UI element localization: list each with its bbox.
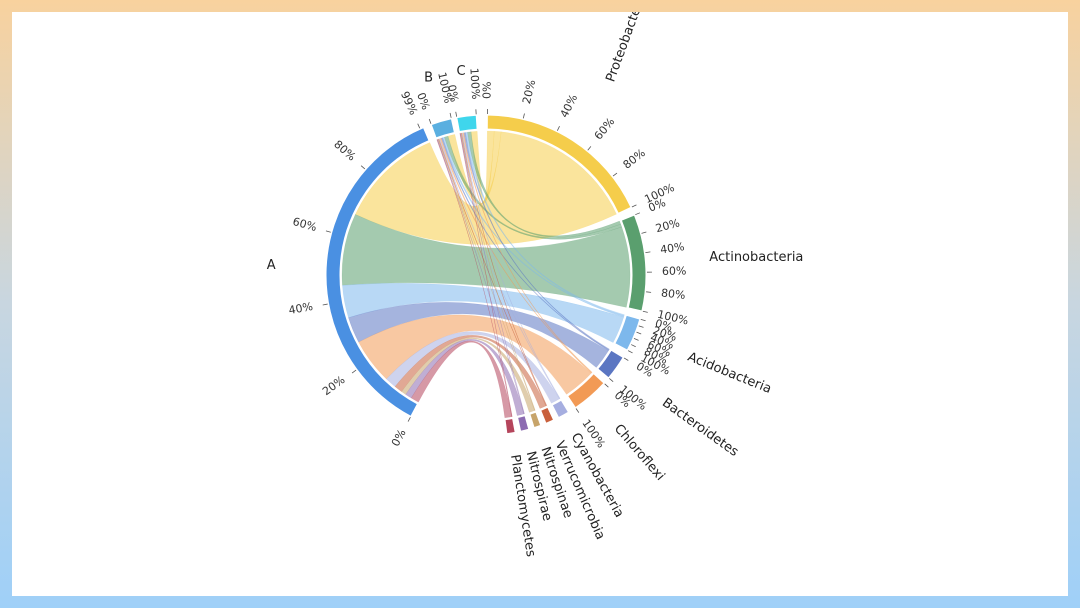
tick-label-actinobacteria-0: 0% — [647, 196, 668, 215]
arc-b — [430, 118, 455, 139]
chord-diagram: 0%20%40%60%80%99%0% 100%0% 100%0% 20%40%60%… — [267, 12, 804, 558]
tick-proteobacteria-1 — [522, 113, 525, 119]
tick-label-c-1: 100% — [467, 68, 482, 100]
tick-b-1 — [449, 112, 452, 118]
group-label-bacteroidetes: Bacteroidetes — [659, 395, 741, 460]
tick-proteobacteria-5 — [631, 204, 637, 208]
arc-acidobacteria — [614, 314, 641, 351]
ribbons-layer — [341, 130, 631, 419]
tick-label-actinobacteria-4: 80% — [660, 286, 686, 301]
arc-bacteroidetes — [597, 349, 624, 379]
tick-a-3 — [325, 230, 331, 233]
tick-acidobacteria-2 — [636, 331, 642, 335]
arcs-layer — [325, 114, 647, 435]
arc-chloroflexi — [566, 372, 605, 409]
tick-acidobacteria-1 — [638, 325, 644, 328]
tick-acidobacteria-0 — [640, 318, 646, 322]
tick-acidobacteria-4 — [631, 344, 636, 348]
ribbon-c-nitrospinae — [460, 132, 536, 411]
ribbon-c-nitrospirae — [459, 132, 525, 415]
arc-proteobacteria — [486, 114, 632, 214]
ribbon-a-actinobacteria — [341, 214, 631, 308]
group-label-a: A — [267, 258, 276, 273]
tick-label-a-3: 60% — [291, 215, 318, 234]
arc-actinobacteria — [620, 214, 647, 312]
group-label-proteobacteria: Proteobacteria — [603, 12, 650, 84]
tick-label-b-0: 0% — [414, 91, 432, 112]
arc-verrucomicrobia — [540, 406, 555, 425]
ribbon-c-verrucomicrobia — [460, 132, 548, 407]
group-label-c: C — [456, 64, 465, 79]
tick-label-actinobacteria-2: 40% — [659, 240, 685, 256]
ribbon-c-actinobacteria — [467, 131, 622, 238]
tick-chloroflexi-0 — [604, 383, 609, 388]
tick-proteobacteria-2 — [556, 126, 560, 131]
tick-proteobacteria-3 — [587, 146, 592, 151]
tick-actinobacteria-5 — [642, 310, 648, 313]
tick-label-a-2: 40% — [288, 300, 314, 317]
chart-canvas: 0% 20% 40% 60% 80% 99% 0% 100% 0% 100% 0% 20% 40% 60%… — [12, 12, 1068, 596]
arc-planctomycetes — [504, 417, 516, 435]
tick-label-proteobacteria-1: 20% — [520, 78, 538, 105]
tick-b-0 — [428, 118, 432, 124]
tick-label-proteobacteria-0: 0% — [481, 82, 494, 100]
tick-actinobacteria-2 — [645, 251, 651, 253]
tick-label-acidobacteria-0: 0% — [654, 317, 674, 334]
ribbon-c-planctomycetes — [459, 133, 513, 417]
tick-label-actinobacteria-1: 20% — [654, 216, 681, 235]
ribbon-c-chloroflexi — [462, 132, 593, 374]
arc-nitrospinae — [529, 411, 542, 429]
arc-cyanobacteria — [551, 399, 570, 419]
tick-label-proteobacteria-4: 80% — [621, 146, 648, 171]
tick-c-0 — [455, 111, 458, 117]
ribbon-a-proteobacteria — [355, 131, 617, 245]
tick-a-2 — [322, 303, 328, 306]
tick-label-a-4: 80% — [331, 138, 358, 164]
tick-actinobacteria-4 — [646, 291, 652, 293]
tick-acidobacteria-5 — [627, 350, 633, 354]
ribbon-a-chloroflexi — [358, 314, 592, 395]
arc-a — [325, 127, 430, 417]
tick-acidobacteria-3 — [633, 338, 639, 341]
group-label-actinobacteria: Actinobacteria — [709, 250, 803, 265]
tick-label-a-0: 0% — [389, 427, 409, 449]
tick-bacteroidetes-1 — [609, 378, 614, 383]
arc-c — [456, 114, 478, 133]
tick-bacteroidetes-0 — [623, 357, 629, 361]
tick-a-0 — [407, 416, 411, 422]
arc-nitrospirae — [517, 415, 530, 432]
tick-actinobacteria-0 — [635, 212, 641, 216]
tick-label-proteobacteria-2: 40% — [558, 92, 580, 120]
group-label-b: B — [424, 71, 433, 86]
ribbon-c-cyanobacteria — [461, 132, 561, 400]
tick-actinobacteria-1 — [641, 231, 647, 234]
tick-label-proteobacteria-3: 60% — [592, 115, 618, 142]
tick-a-4 — [360, 165, 366, 170]
tick-a-5 — [417, 123, 421, 129]
tick-label-a-1: 20% — [320, 373, 347, 398]
group-label-chloroflexi: Chloroflexi — [611, 422, 668, 484]
tick-label-c-0: 0% — [445, 84, 461, 104]
group-label-acidobacteria: Acidobacteria — [685, 350, 773, 397]
tick-a-1 — [351, 369, 357, 374]
ribbon-c-bacteroidetes — [463, 132, 610, 351]
tick-label-actinobacteria-3: 60% — [662, 265, 687, 278]
ribbon-c-acidobacteria — [465, 131, 625, 317]
tick-proteobacteria-4 — [612, 172, 618, 177]
tick-chloroflexi-1 — [575, 408, 580, 413]
